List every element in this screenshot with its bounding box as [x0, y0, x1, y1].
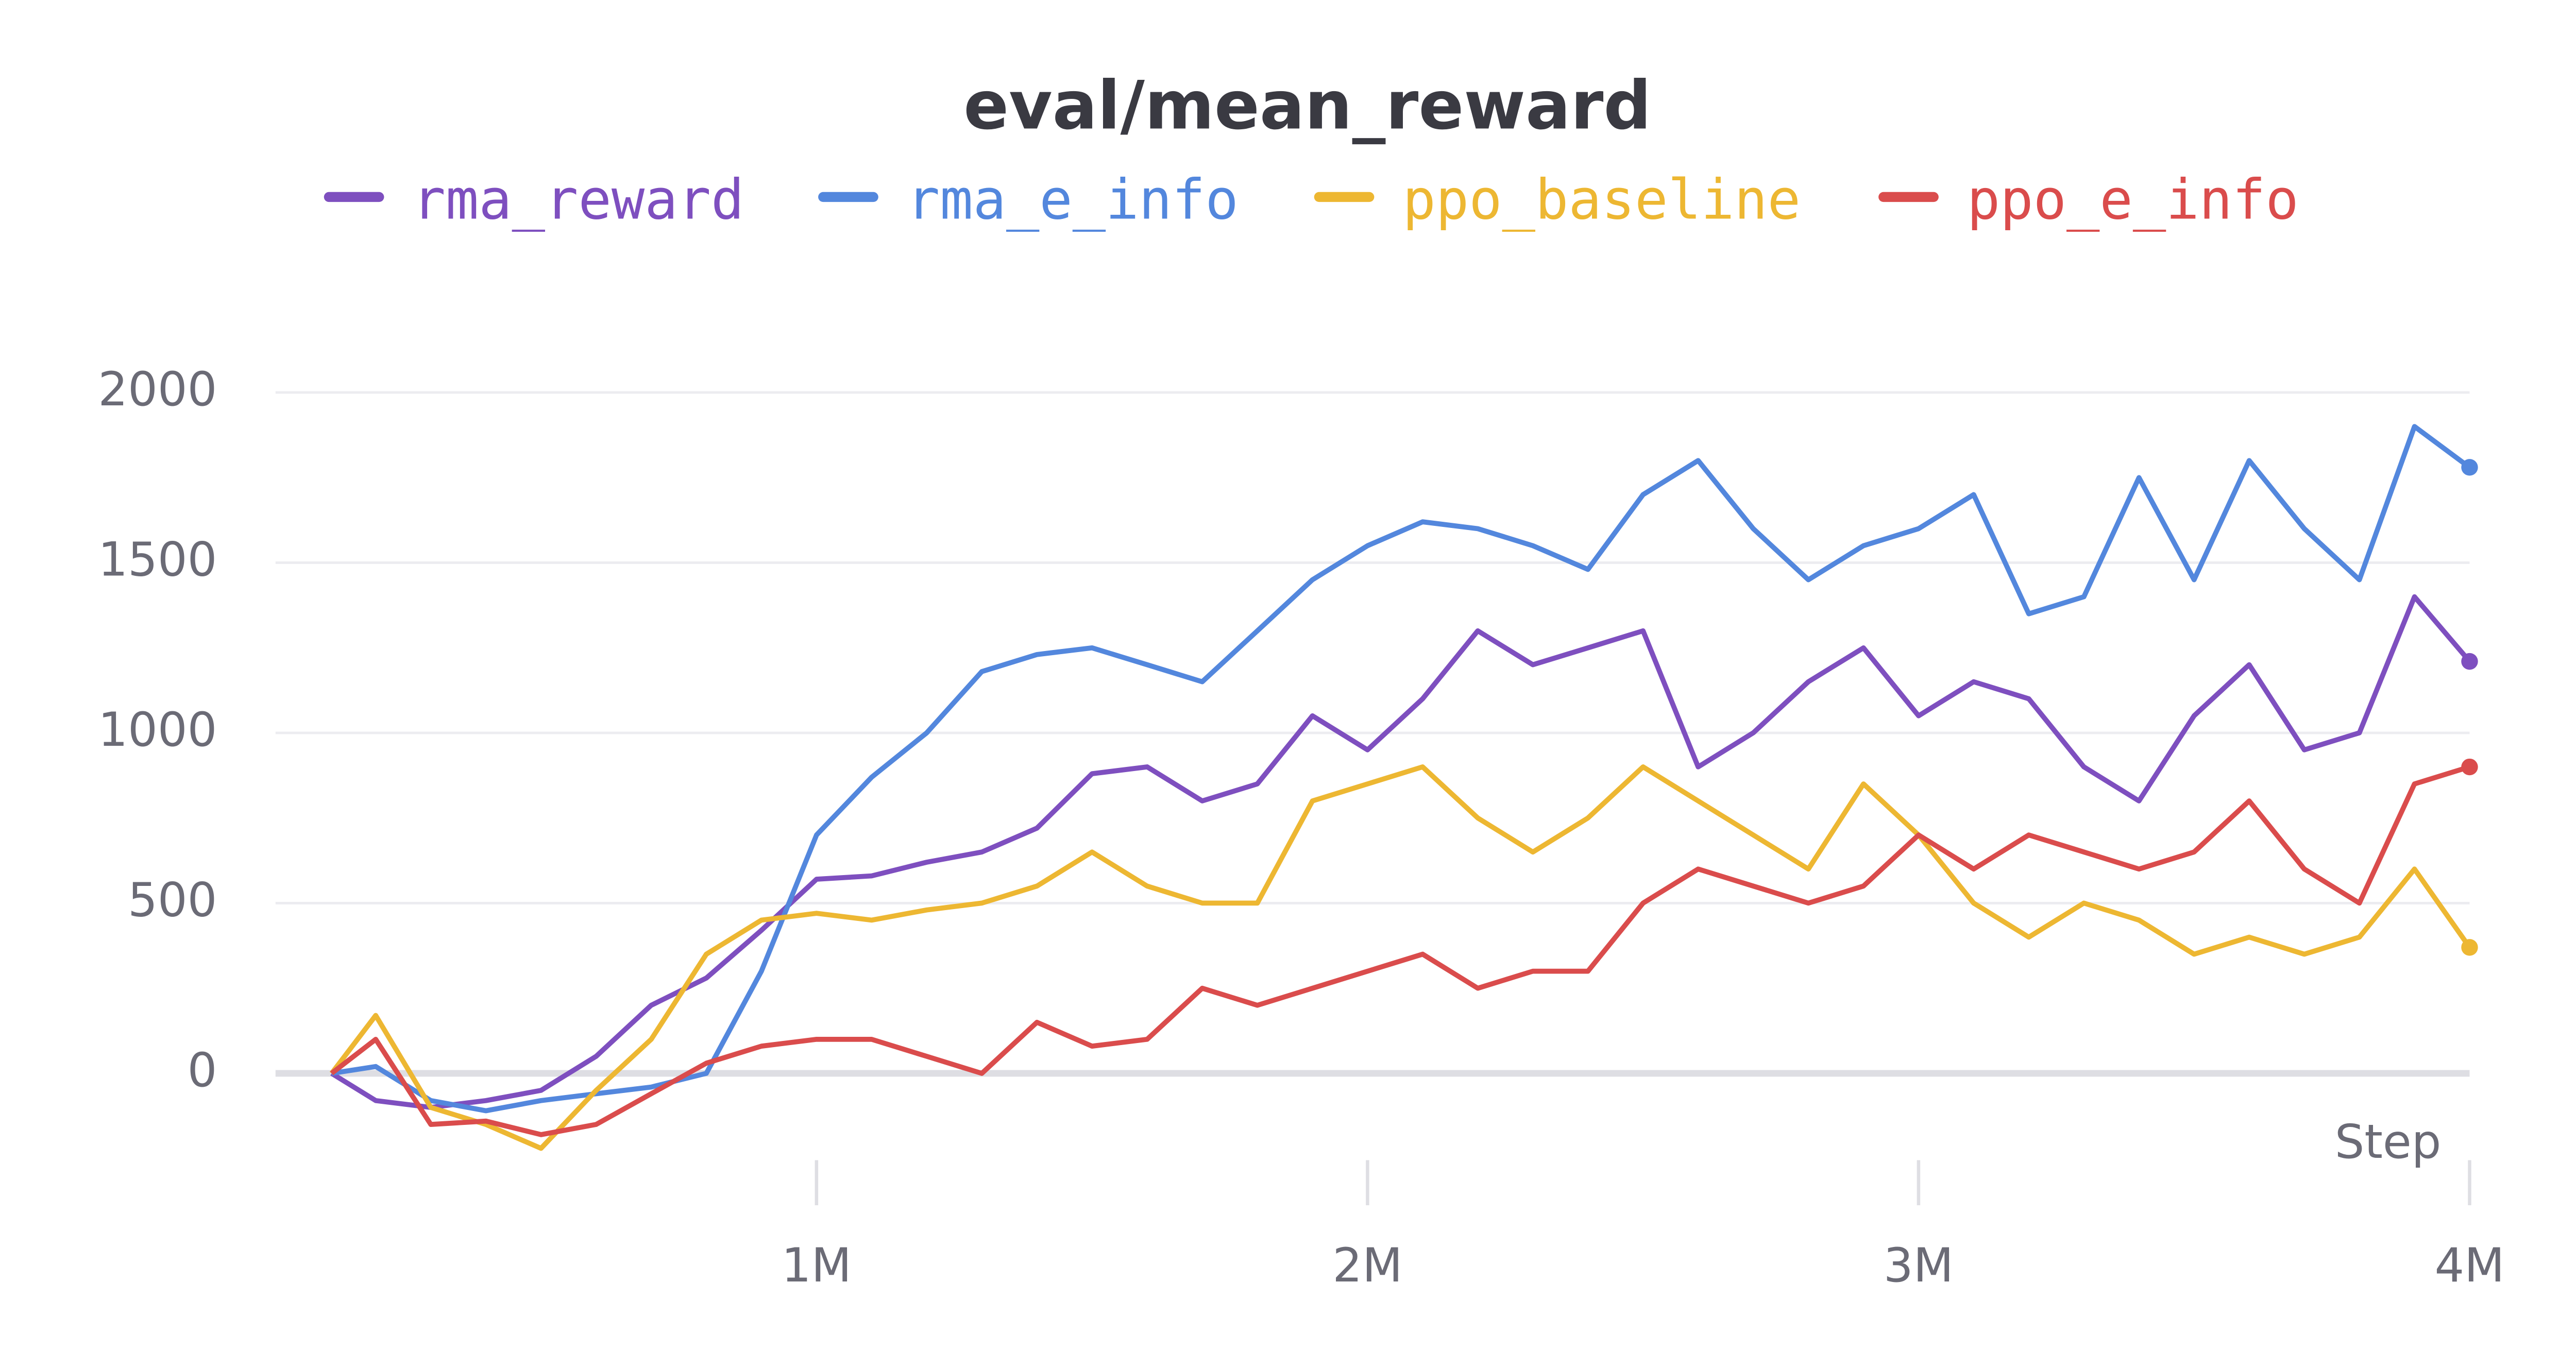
end-point — [2461, 939, 2478, 956]
y-tick-label: 1500 — [98, 533, 217, 587]
series-line — [330, 594, 2472, 1110]
y-tick-label: 0 — [188, 1044, 217, 1098]
legend-label: rma_e_info — [907, 168, 1239, 232]
y-tick-label: 500 — [128, 873, 217, 927]
x-tick-label: 2M — [1332, 1239, 1402, 1293]
series-line — [330, 764, 2470, 1137]
legend-label: rma_reward — [413, 168, 744, 232]
x-tick-label: 1M — [782, 1239, 852, 1293]
y-tick-label: 2000 — [98, 363, 217, 417]
end-point — [2461, 758, 2478, 776]
y-tick-label: 1000 — [98, 703, 217, 757]
end-point — [2461, 459, 2478, 476]
legend-label: ppo_e_info — [1967, 168, 2299, 232]
end-point — [2461, 653, 2478, 670]
x-axis-label: Step — [2335, 1115, 2442, 1169]
series-line — [329, 764, 2472, 1151]
series-line — [331, 424, 2471, 1114]
legend-label: ppo_baseline — [1402, 168, 1801, 232]
chart-title: eval/mean_reward — [963, 67, 1651, 145]
x-tick-label: 3M — [1884, 1239, 1954, 1293]
x-tick-label: 4M — [2434, 1239, 2504, 1293]
